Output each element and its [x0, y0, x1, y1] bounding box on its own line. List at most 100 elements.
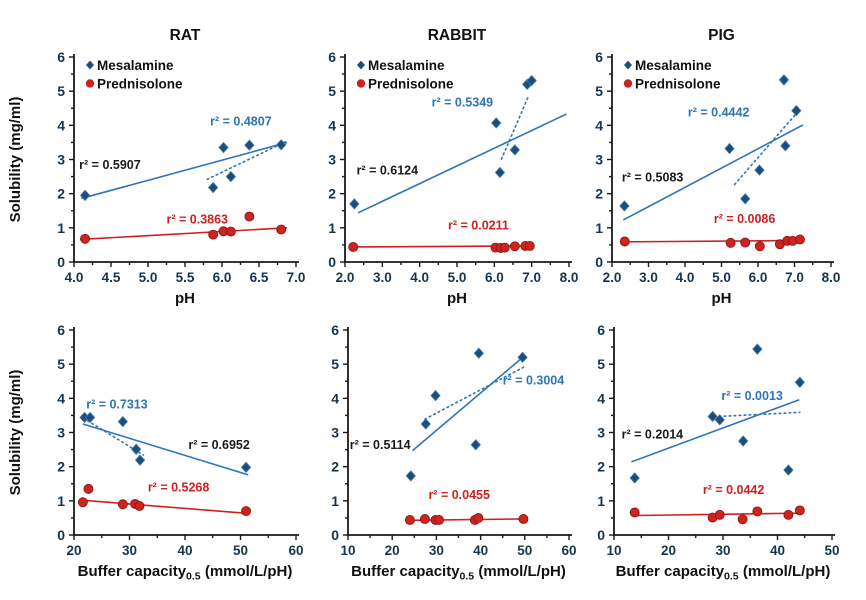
y-tick-label: 1: [331, 493, 339, 509]
prednisolone-point: [725, 237, 736, 248]
trendline-solid: [412, 356, 524, 452]
chart-buffer-5: 10 20 30 40 50 0 1 2 3 4 5 6 r² = 0.2014 r² = 0.0013 r…: [597, 322, 839, 583]
r2-annotation: r² = 0.6124: [357, 164, 419, 178]
x-tick-label: 8.0: [822, 270, 841, 285]
mesalamine-point: [714, 414, 725, 426]
r2-annotation: r² = 0.0211: [448, 219, 509, 233]
r2-annotation: r² = 0.5083: [622, 170, 684, 184]
prednisolone-point: [783, 509, 794, 520]
x-tick-label: 3.0: [639, 270, 658, 285]
series-mesalamine: [79, 139, 287, 202]
chart-pig: 2.0 3.0 4.0 5.0 6.0 7.0 8.0 0 1 2 3 4 5 6 r² = 0.5083 r…: [595, 27, 840, 307]
prednisolone-point: [225, 226, 236, 237]
x-axis-title: pH: [447, 290, 467, 307]
y-tick-label: 3: [597, 425, 605, 441]
prednisolone-point: [740, 237, 751, 248]
legend-label: Mesalamine: [635, 58, 712, 73]
mesalamine-point: [240, 461, 252, 474]
prednisolone-point: [434, 515, 445, 525]
trendline-solid: [81, 141, 288, 200]
mesalamine-point: [207, 181, 219, 194]
prednisolone-point: [276, 224, 287, 235]
x-axis-title: Buffer capacity0.5 (mmol/L/pH): [351, 563, 566, 583]
trendline-dotted: [500, 94, 530, 160]
legend-marker-circle-icon: [356, 79, 366, 88]
mesalamine-point: [517, 351, 528, 364]
chart-title: RAT: [170, 27, 201, 44]
y-tick-label: 5: [328, 83, 336, 99]
x-tick-label: 4.0: [65, 270, 84, 285]
y-tick-label: 6: [597, 322, 605, 338]
trendline-solid: [81, 499, 249, 515]
y-tick-label: 2: [57, 459, 65, 475]
series-prednisolone: [619, 234, 805, 252]
trendline-dotted: [733, 111, 798, 186]
r2-annotation: r² = 0.0442: [703, 483, 765, 497]
y-tick-label: 1: [597, 493, 605, 509]
y-tick-label: 0: [57, 527, 65, 543]
mesalamine-point: [420, 418, 431, 430]
trendline-dotted: [206, 140, 287, 181]
mesalamine-point: [724, 142, 735, 155]
mesalamine-point: [491, 117, 502, 129]
y-tick-label: 0: [328, 254, 336, 270]
y-tick-label: 2: [328, 186, 336, 202]
mesalamine-point: [430, 389, 441, 402]
y-tick-label: 3: [57, 425, 65, 441]
r2-annotation: r² = 0.2014: [622, 427, 684, 441]
y-tick-label: 6: [57, 49, 65, 65]
mesalamine-point: [470, 439, 481, 451]
trendline-dotted: [718, 411, 801, 418]
y-tick-label: 4: [331, 390, 339, 406]
mesalamine-point: [473, 347, 484, 359]
x-tick-label: 10: [340, 543, 355, 558]
y-tick-label: 4: [57, 117, 65, 133]
legend-label: Prednisolone: [97, 77, 183, 92]
y-tick-label: 2: [595, 186, 603, 202]
y-tick-label: 2: [597, 459, 605, 475]
prednisolone-point: [473, 512, 484, 523]
y-tick-label: 5: [57, 83, 65, 99]
r2-annotation: r² = 0.5349: [432, 96, 494, 110]
trendline-solid: [624, 239, 800, 243]
series-mesalamine: [629, 343, 805, 484]
x-tick-label: 6.0: [485, 270, 504, 285]
x-tick-label: 2.0: [336, 270, 355, 285]
mesalamine-point: [754, 164, 765, 176]
series-prednisolone: [629, 505, 805, 525]
x-tick-label: 7.0: [522, 270, 541, 285]
chart-buffer-4: 10 20 30 40 50 60 0 1 2 3 4 5 6 r² = 0.5114 r² = 0.300…: [331, 322, 576, 583]
prednisolone-point: [629, 507, 640, 518]
x-tick-label: 20: [385, 543, 400, 558]
series-prednisolone: [77, 483, 252, 517]
y-tick-label: 4: [57, 390, 65, 406]
mesalamine-point: [752, 343, 763, 355]
y-tick-label: 0: [331, 527, 339, 543]
x-axis-title: Buffer capacity0.5 (mmol/L/pH): [78, 563, 293, 583]
mesalamine-point: [791, 104, 802, 117]
y-tick-label: 6: [57, 322, 65, 338]
r2-annotation: r² = 0.0455: [428, 488, 490, 502]
mesalamine-point: [225, 170, 237, 183]
mesalamine-point: [780, 140, 791, 152]
legend: Mesalamine Prednisolone: [623, 58, 721, 92]
prednisolone-point: [754, 241, 765, 252]
legend-marker-diamond-icon: [86, 60, 94, 70]
y-tick-label: 0: [597, 527, 605, 543]
mesalamine-point: [218, 141, 229, 154]
x-tick-label: 40: [473, 543, 488, 558]
y-axis-title: Solubility (mg/ml): [7, 370, 24, 496]
y-tick-label: 6: [595, 49, 603, 65]
mesalamine-point: [619, 200, 630, 212]
x-tick-label: 50: [824, 543, 839, 558]
legend-marker-circle-icon: [623, 79, 633, 88]
trendline-solid: [79, 227, 288, 241]
trendline-solid: [631, 398, 800, 463]
r2-annotation: r² = 0.6952: [188, 438, 250, 452]
chart-title: PIG: [708, 27, 735, 44]
x-tick-label: 30: [715, 543, 730, 558]
mesalamine-point: [244, 139, 255, 151]
chart-rat: 4.0 4.5 5.0 5.5 6.0 6.5 7.0 0 1 2 3 4 5 6 r² = 0.5907 r…: [7, 27, 305, 307]
x-tick-label: 4.0: [410, 270, 429, 285]
y-tick-label: 5: [595, 83, 603, 99]
